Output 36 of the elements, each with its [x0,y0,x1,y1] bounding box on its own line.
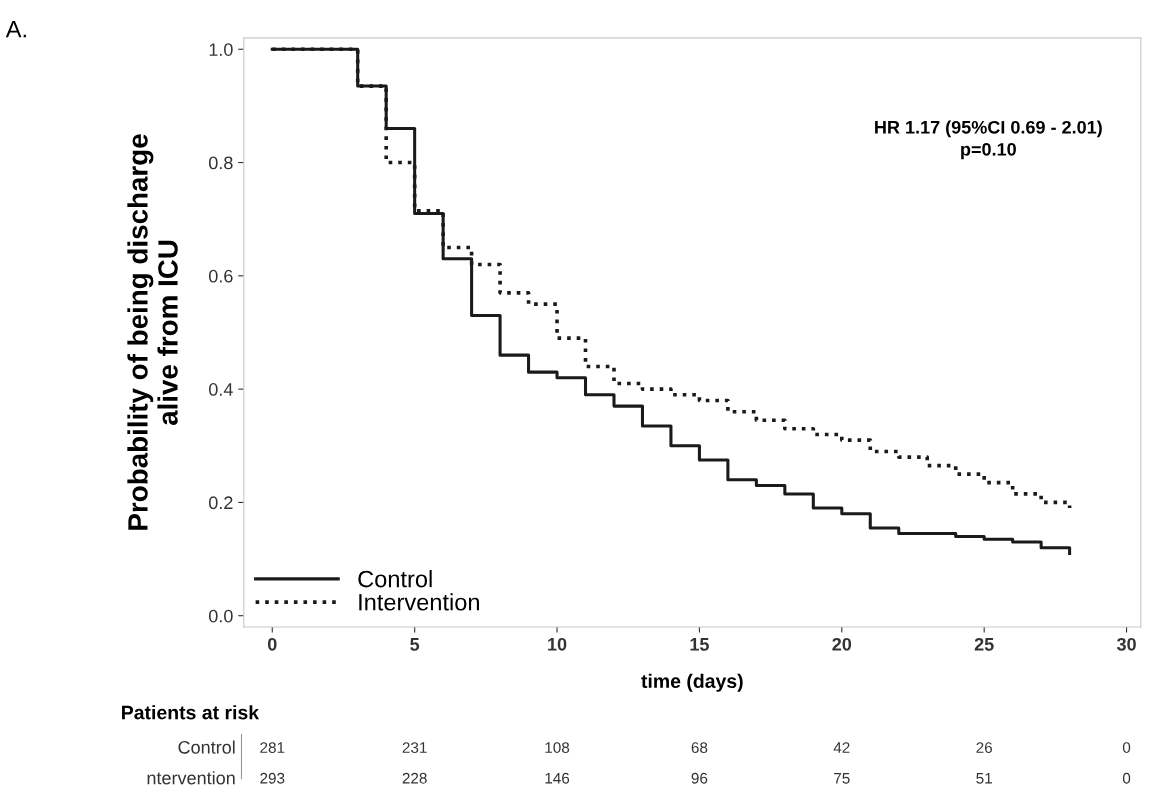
text: 231 [402,742,427,753]
x-tick-label: 30 [1116,637,1136,651]
x-axis-title: time (days) [641,673,743,692]
text: A. [5,21,26,38]
x-tick-label: 0 [267,637,277,651]
text: Control [178,740,235,754]
text: 0 [1122,772,1131,784]
text: Patients at risk [122,705,260,720]
text: 75 [834,773,850,784]
text: 281 [260,742,285,753]
text: 0 [1122,742,1131,753]
text: 42 [833,742,850,753]
x-tick-label: 25 [974,637,994,651]
x-tick-label: 10 [548,637,567,651]
x-tick-label: 15 [690,638,709,651]
text: 68 [691,742,708,753]
y-tick-label: 0.0 [208,609,233,623]
y-tick-label: 0.6 [208,269,233,283]
y-tick-label: 0.2 [208,496,233,510]
x-tick-label: 20 [832,637,852,651]
annotation: HR 1.17 (95%CI 0.69 - 2.01) p=0.10 [875,120,1102,160]
text: 228 [402,772,427,784]
text: 108 [545,742,570,753]
y-tick-label: 0.8 [208,156,233,170]
legend-label: Intervention [359,593,479,611]
y-tick-label: 1.0 [209,43,233,56]
legend-label: Control [358,570,432,588]
x-tick-label: 5 [410,638,420,651]
text: 96 [691,772,708,784]
y-axis-title: Probability of being discharge alive from ICU [127,134,178,530]
text: 293 [260,772,285,784]
text: 26 [976,742,993,753]
text: 51 [976,773,992,784]
text: ntervention [147,771,235,785]
y-tick-label: 0.4 [208,383,233,396]
text: 146 [545,772,570,784]
